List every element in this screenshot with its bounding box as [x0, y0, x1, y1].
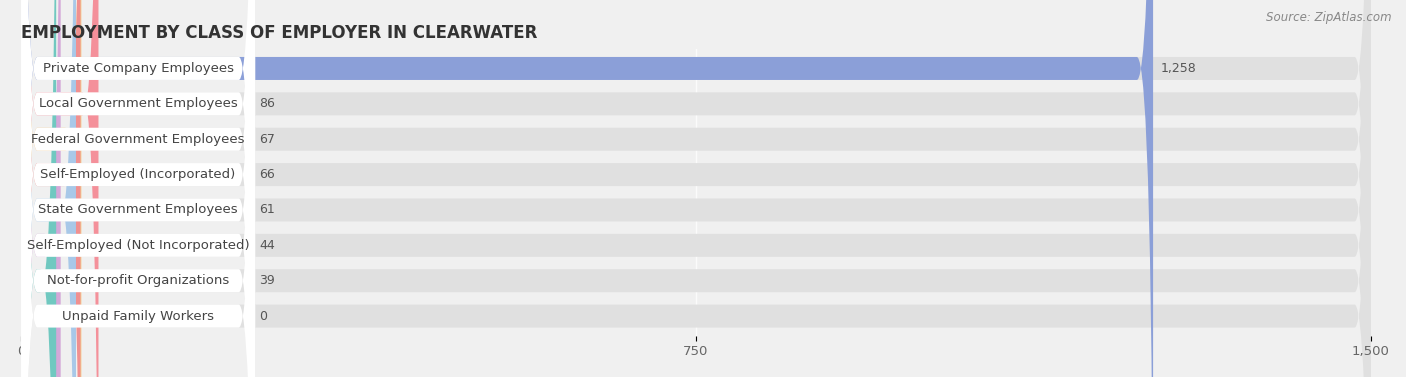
Text: 61: 61 — [260, 204, 276, 216]
Text: 1,258: 1,258 — [1160, 62, 1197, 75]
Text: 44: 44 — [260, 239, 276, 252]
FancyBboxPatch shape — [21, 0, 60, 377]
Text: Private Company Employees: Private Company Employees — [42, 62, 233, 75]
FancyBboxPatch shape — [21, 0, 80, 377]
Text: State Government Employees: State Government Employees — [38, 204, 238, 216]
FancyBboxPatch shape — [21, 0, 254, 377]
FancyBboxPatch shape — [21, 0, 1371, 377]
FancyBboxPatch shape — [21, 0, 1371, 377]
FancyBboxPatch shape — [21, 0, 1371, 377]
Text: 67: 67 — [260, 133, 276, 146]
FancyBboxPatch shape — [21, 0, 1371, 377]
Text: Federal Government Employees: Federal Government Employees — [31, 133, 245, 146]
Text: Self-Employed (Incorporated): Self-Employed (Incorporated) — [41, 168, 236, 181]
FancyBboxPatch shape — [21, 0, 254, 377]
FancyBboxPatch shape — [21, 0, 82, 377]
FancyBboxPatch shape — [21, 0, 1371, 377]
FancyBboxPatch shape — [21, 0, 254, 377]
Text: EMPLOYMENT BY CLASS OF EMPLOYER IN CLEARWATER: EMPLOYMENT BY CLASS OF EMPLOYER IN CLEAR… — [21, 24, 537, 42]
FancyBboxPatch shape — [21, 0, 254, 377]
Text: Self-Employed (Not Incorporated): Self-Employed (Not Incorporated) — [27, 239, 249, 252]
Text: 66: 66 — [260, 168, 276, 181]
Text: Not-for-profit Organizations: Not-for-profit Organizations — [46, 274, 229, 287]
Text: Unpaid Family Workers: Unpaid Family Workers — [62, 310, 214, 323]
FancyBboxPatch shape — [21, 0, 56, 377]
FancyBboxPatch shape — [21, 0, 1371, 377]
FancyBboxPatch shape — [21, 0, 254, 377]
Text: 86: 86 — [260, 97, 276, 110]
FancyBboxPatch shape — [21, 0, 98, 377]
FancyBboxPatch shape — [21, 0, 1371, 377]
Text: Source: ZipAtlas.com: Source: ZipAtlas.com — [1267, 11, 1392, 24]
Text: 39: 39 — [260, 274, 276, 287]
FancyBboxPatch shape — [21, 0, 254, 377]
FancyBboxPatch shape — [21, 0, 1153, 377]
FancyBboxPatch shape — [21, 0, 76, 377]
Text: Local Government Employees: Local Government Employees — [39, 97, 238, 110]
FancyBboxPatch shape — [21, 0, 1371, 377]
FancyBboxPatch shape — [21, 0, 254, 377]
Text: 0: 0 — [260, 310, 267, 323]
FancyBboxPatch shape — [21, 0, 254, 377]
